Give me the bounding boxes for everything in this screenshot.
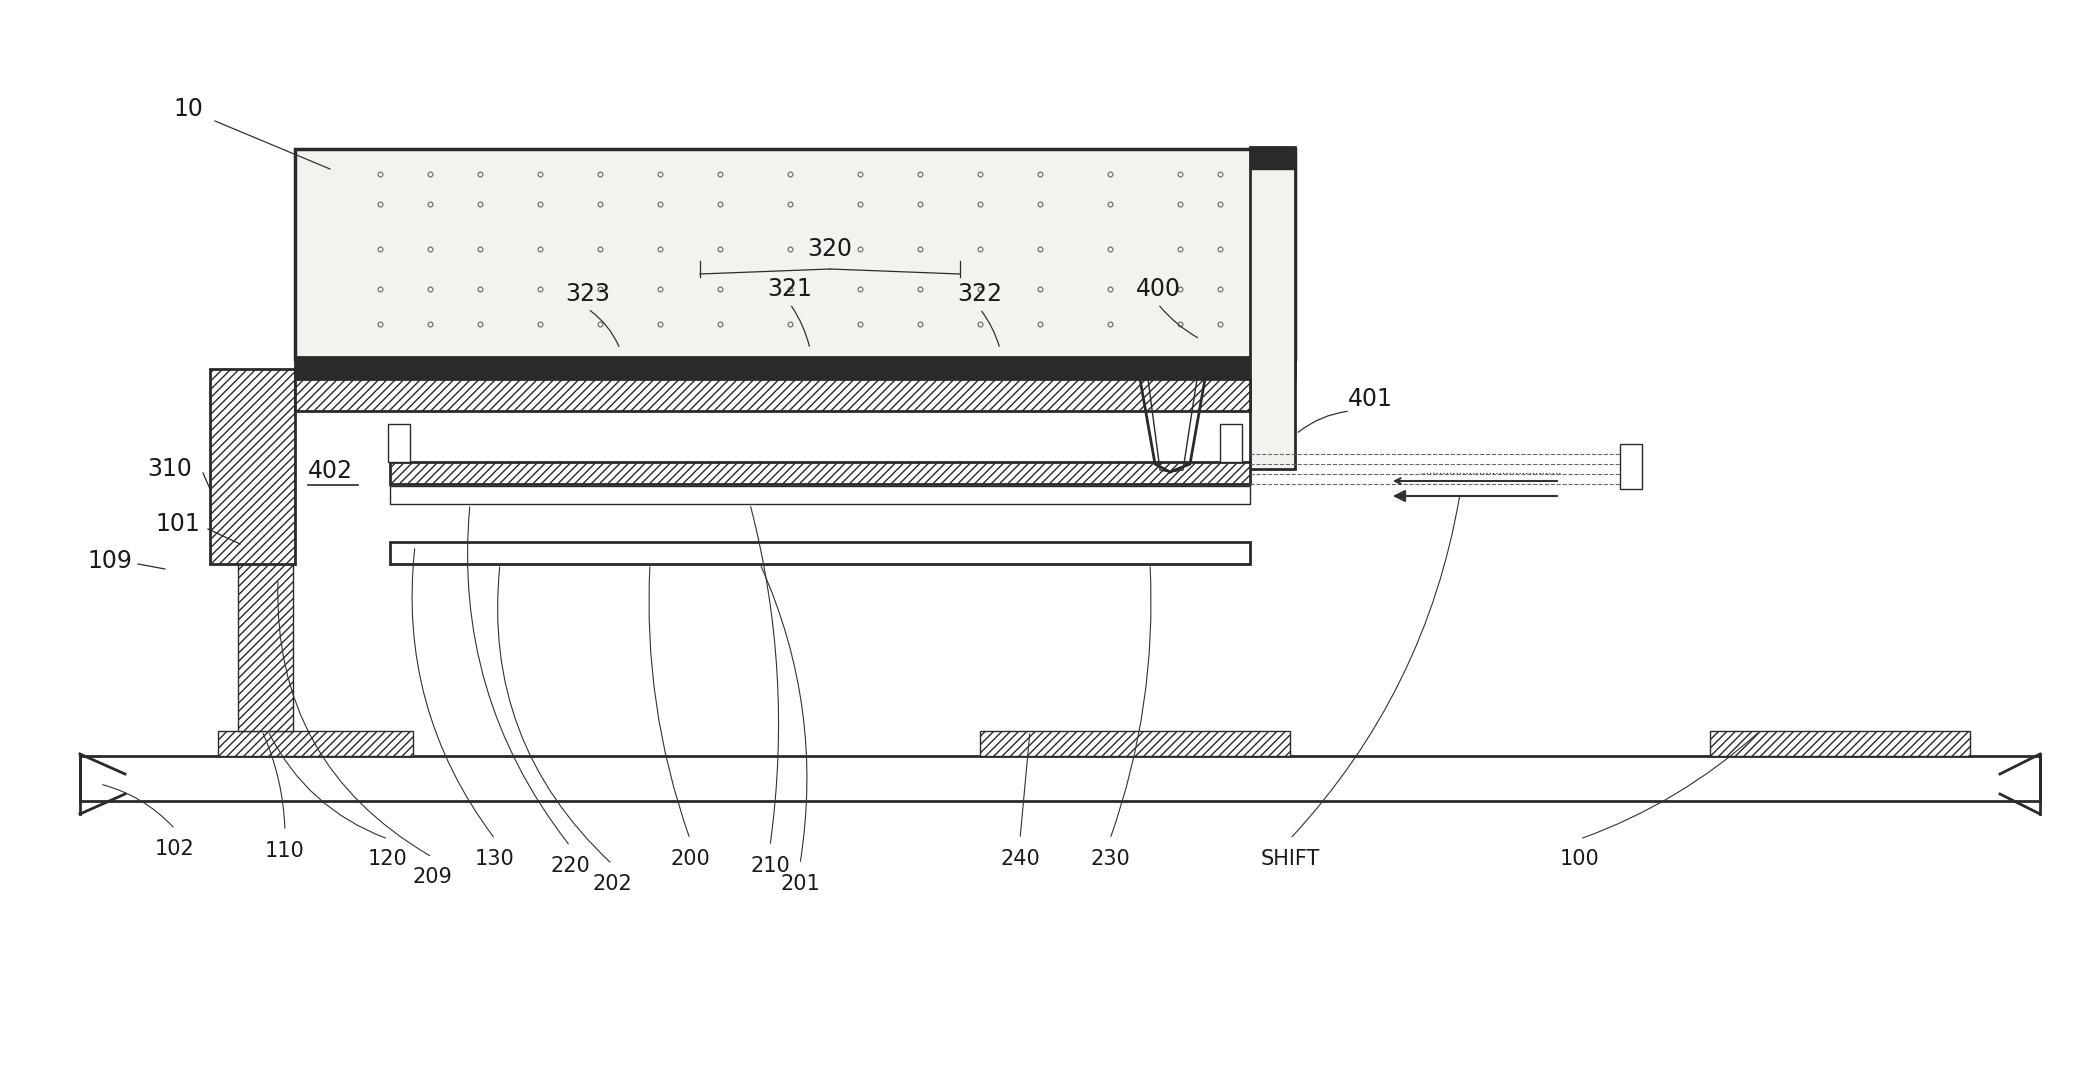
Text: 130: 130 — [474, 849, 514, 869]
Bar — [1221, 424, 1242, 462]
Bar — [980, 731, 1290, 756]
Text: 200: 200 — [669, 849, 709, 869]
Text: 402: 402 — [308, 459, 352, 483]
Text: 201: 201 — [780, 874, 820, 894]
Text: 310: 310 — [147, 458, 193, 481]
Text: 240: 240 — [1001, 849, 1041, 869]
Text: 209: 209 — [411, 867, 451, 887]
Bar — [390, 462, 1250, 484]
Bar — [1250, 148, 1294, 169]
Text: 202: 202 — [592, 874, 631, 894]
Bar — [237, 501, 294, 731]
Text: 110: 110 — [264, 841, 304, 861]
Text: 320: 320 — [808, 237, 852, 261]
Text: SHIFT: SHIFT — [1261, 849, 1320, 869]
Bar — [210, 369, 296, 564]
Text: 210: 210 — [751, 856, 789, 876]
Text: 401: 401 — [1347, 387, 1393, 410]
Bar — [1620, 444, 1643, 489]
Bar — [1250, 148, 1294, 469]
Text: 220: 220 — [550, 856, 590, 876]
Bar — [296, 357, 1294, 379]
Bar — [218, 731, 413, 756]
Bar — [1710, 731, 1970, 756]
Bar — [296, 379, 1250, 410]
Text: 109: 109 — [88, 549, 132, 573]
Text: 120: 120 — [367, 849, 407, 869]
Bar — [296, 149, 1294, 359]
Text: 230: 230 — [1091, 849, 1131, 869]
Text: 102: 102 — [155, 839, 195, 859]
Text: 10: 10 — [172, 97, 204, 121]
Bar — [388, 424, 409, 462]
Text: 101: 101 — [155, 512, 201, 536]
Bar — [390, 486, 1250, 503]
Bar — [390, 542, 1250, 564]
Text: 321: 321 — [768, 277, 812, 301]
Text: 400: 400 — [1135, 277, 1181, 301]
Text: 323: 323 — [566, 282, 611, 306]
Bar — [80, 756, 2039, 801]
Text: 100: 100 — [1561, 849, 1601, 869]
Text: 322: 322 — [957, 282, 1003, 306]
